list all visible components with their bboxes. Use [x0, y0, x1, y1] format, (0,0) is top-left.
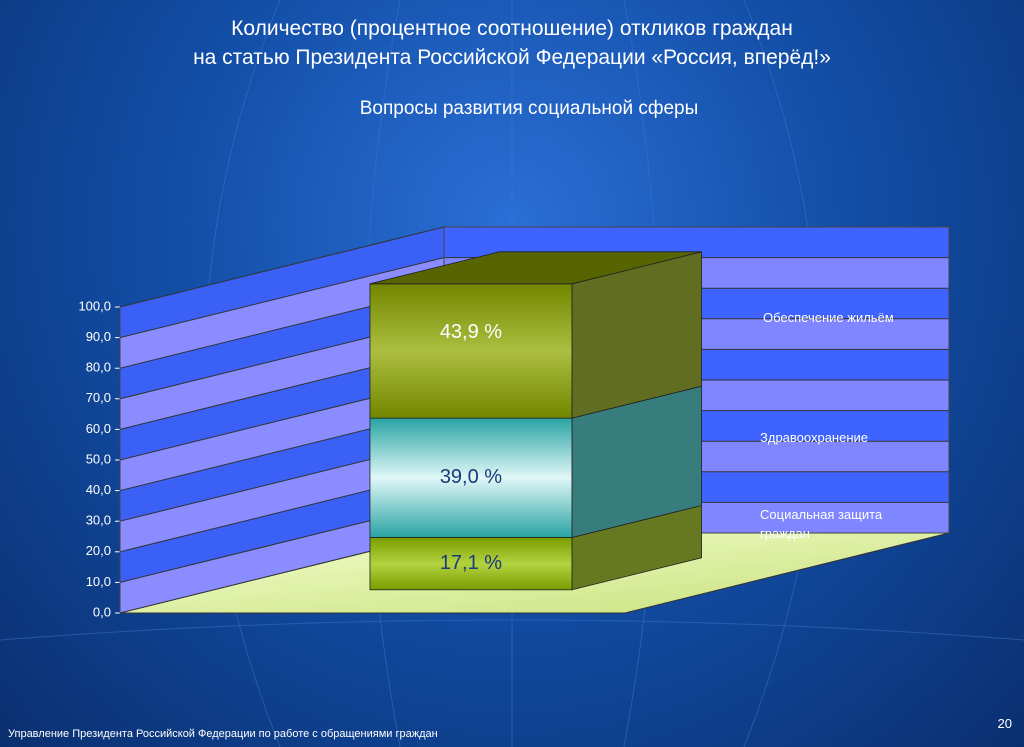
data-label: 43,9 % — [440, 321, 502, 343]
y-tick-label: 0,0 — [93, 604, 111, 619]
legend-entry: Обеспечение жильём — [763, 310, 894, 325]
legend-entry: Здравоохранение — [760, 430, 869, 445]
y-tick-label: 50,0 — [86, 451, 111, 466]
bar-top — [369, 251, 702, 285]
footer: Управление Президента Российской Федерац… — [8, 728, 438, 740]
wall-band — [120, 349, 444, 460]
wall-band — [120, 471, 444, 583]
data-label: 39,0 % — [440, 466, 502, 488]
y-tick-label: 100,0 — [78, 298, 111, 313]
legend-entry: Социальная защита граждан — [760, 507, 883, 541]
y-tick-label: 40,0 — [86, 482, 111, 497]
bar-segment — [369, 283, 573, 419]
y-tick-label: 90,0 — [86, 329, 111, 344]
wall-band — [120, 318, 444, 430]
y-tick-label: 20,0 — [86, 543, 111, 558]
bar-segment — [369, 417, 573, 538]
bar-segment — [369, 537, 573, 591]
wall-band — [120, 502, 444, 613]
wall-band — [120, 410, 444, 522]
wall-band — [120, 380, 444, 491]
grid-line — [119, 257, 445, 339]
y-tick-label: 30,0 — [86, 513, 111, 528]
wall-band — [120, 227, 444, 338]
data-label: 17,1 % — [440, 552, 502, 574]
chart-subtitle: Вопросы развития социальной сферы — [359, 98, 699, 119]
grid-line — [119, 226, 445, 308]
wall-band — [120, 257, 444, 369]
y-tick-label: 60,0 — [86, 421, 111, 436]
wall-band — [120, 288, 444, 399]
y-tick-label: 80,0 — [86, 360, 111, 375]
chart-title: Количество (процентное соотношение) откл… — [193, 17, 831, 69]
wall-band — [120, 441, 444, 552]
page-number: 20 — [997, 716, 1012, 731]
y-tick-label: 70,0 — [86, 390, 111, 405]
y-tick-label: 10,0 — [86, 574, 111, 589]
